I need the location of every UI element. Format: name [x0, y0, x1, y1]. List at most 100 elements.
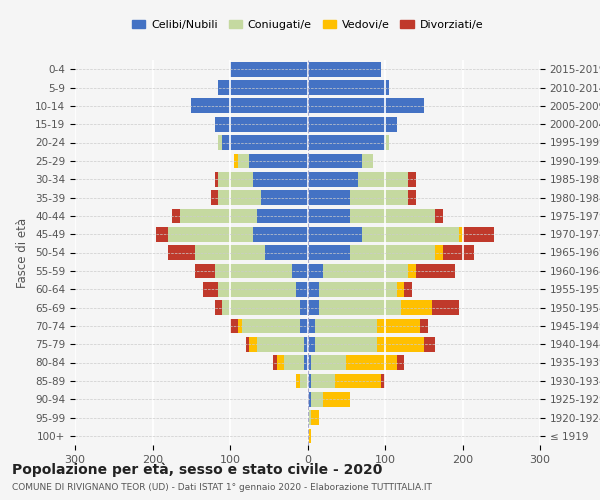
Bar: [308, 98, 424, 113]
Bar: [215, 264, 292, 278]
Bar: [272, 355, 277, 370]
Bar: [308, 62, 381, 76]
Bar: [308, 318, 315, 333]
Bar: [362, 154, 373, 168]
Bar: [215, 172, 218, 186]
Bar: [300, 318, 308, 333]
Bar: [385, 135, 389, 150]
Bar: [195, 264, 215, 278]
Text: COMUNE DI RIVIGNANO TEOR (UD) - Dati ISTAT 1° gennaio 2020 - Elaborazione TUTTIT: COMUNE DI RIVIGNANO TEOR (UD) - Dati IST…: [12, 482, 432, 492]
Bar: [311, 374, 335, 388]
Bar: [443, 245, 474, 260]
Bar: [308, 374, 311, 388]
Bar: [157, 227, 168, 242]
Bar: [250, 337, 257, 351]
Bar: [308, 410, 311, 425]
Bar: [238, 318, 242, 333]
Bar: [308, 172, 358, 186]
Bar: [257, 337, 304, 351]
Bar: [238, 154, 250, 168]
Bar: [424, 337, 436, 351]
Bar: [308, 190, 350, 205]
Bar: [296, 282, 308, 296]
Bar: [350, 208, 436, 223]
Bar: [350, 245, 436, 260]
Bar: [319, 282, 397, 296]
Bar: [311, 410, 319, 425]
Bar: [408, 172, 416, 186]
Bar: [245, 337, 250, 351]
Bar: [397, 282, 404, 296]
Bar: [242, 318, 300, 333]
Bar: [296, 374, 300, 388]
Bar: [408, 190, 416, 205]
Bar: [308, 208, 350, 223]
Bar: [277, 355, 284, 370]
Bar: [195, 245, 265, 260]
Bar: [191, 98, 308, 113]
Text: Popolazione per età, sesso e stato civile - 2020: Popolazione per età, sesso e stato civil…: [12, 462, 382, 477]
Bar: [358, 172, 408, 186]
Bar: [308, 355, 311, 370]
Bar: [203, 282, 218, 296]
Bar: [257, 208, 308, 223]
Bar: [304, 337, 308, 351]
Bar: [300, 300, 308, 315]
Bar: [323, 392, 350, 406]
Bar: [261, 190, 308, 205]
Bar: [304, 355, 308, 370]
Bar: [218, 190, 261, 205]
Bar: [234, 154, 238, 168]
Bar: [404, 282, 412, 296]
Bar: [308, 245, 350, 260]
Bar: [292, 264, 308, 278]
Bar: [416, 264, 455, 278]
Bar: [436, 208, 443, 223]
Bar: [335, 374, 381, 388]
Bar: [211, 190, 218, 205]
Bar: [265, 245, 308, 260]
Bar: [323, 264, 408, 278]
Bar: [308, 337, 315, 351]
Bar: [308, 154, 362, 168]
Bar: [458, 227, 463, 242]
Bar: [168, 227, 253, 242]
Bar: [230, 318, 238, 333]
Bar: [215, 300, 222, 315]
Bar: [308, 117, 397, 132]
Bar: [308, 282, 319, 296]
Bar: [222, 135, 308, 150]
Bar: [397, 355, 404, 370]
Bar: [179, 208, 257, 223]
Bar: [463, 227, 493, 242]
Bar: [308, 264, 323, 278]
Bar: [311, 392, 323, 406]
Bar: [311, 355, 346, 370]
Bar: [308, 227, 362, 242]
Bar: [315, 337, 377, 351]
Bar: [250, 154, 308, 168]
Bar: [401, 300, 431, 315]
Bar: [315, 318, 377, 333]
Bar: [218, 282, 296, 296]
Bar: [253, 227, 308, 242]
Bar: [431, 300, 458, 315]
Bar: [172, 208, 179, 223]
Bar: [346, 355, 397, 370]
Bar: [408, 264, 416, 278]
Bar: [253, 172, 308, 186]
Bar: [168, 245, 195, 260]
Bar: [218, 135, 222, 150]
Bar: [218, 80, 308, 95]
Bar: [420, 318, 428, 333]
Bar: [377, 318, 420, 333]
Bar: [377, 337, 424, 351]
Bar: [350, 190, 408, 205]
Bar: [230, 62, 308, 76]
Bar: [381, 374, 385, 388]
Bar: [362, 227, 458, 242]
Bar: [300, 374, 308, 388]
Y-axis label: Fasce di età: Fasce di età: [16, 218, 29, 288]
Bar: [308, 300, 319, 315]
Bar: [215, 117, 308, 132]
